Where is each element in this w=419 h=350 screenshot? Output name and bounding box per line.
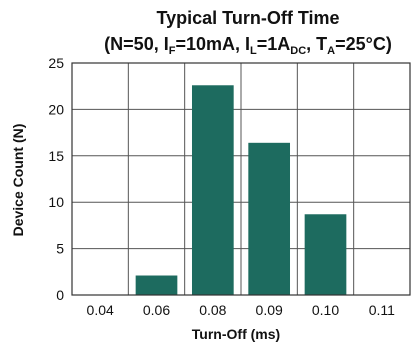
y-tick-label: 20	[48, 101, 64, 117]
bar-0.08	[191, 85, 234, 295]
bar-0.06	[135, 275, 178, 295]
plot-border	[71, 62, 411, 296]
y-tick-label: 0	[56, 287, 64, 303]
subtitle-subscript: DC	[290, 45, 306, 57]
grid-layer	[72, 63, 410, 295]
subtitle-text: =10mA, I	[175, 34, 250, 54]
bars-layer	[135, 85, 347, 295]
x-tick-label: 0.09	[256, 302, 283, 318]
bar-0.10	[304, 214, 347, 295]
subtitle-subscript: L	[250, 45, 257, 57]
subtitle-text: =25°C)	[335, 34, 392, 54]
subtitle-text: =1A	[257, 34, 291, 54]
subtitle-text: (N=50, I	[104, 34, 169, 54]
subtitle-subscript: A	[327, 45, 335, 57]
x-tick-label: 0.11	[369, 302, 395, 318]
y-tick-label: 25	[48, 55, 64, 71]
x-tick-label: 0.06	[143, 302, 170, 318]
y-tick-label: 10	[48, 194, 64, 210]
y-tick-labels: 0 5 10 15 20 25	[48, 55, 64, 303]
x-tick-labels: 0.04 0.06 0.08 0.09 0.10 0.11	[87, 302, 396, 318]
y-tick-label: 15	[48, 148, 64, 164]
x-tick-label: 0.08	[199, 302, 226, 318]
x-tick-label: 0.10	[312, 302, 339, 318]
plot-frame	[71, 62, 411, 296]
chart-title: Typical Turn-Off Time	[156, 8, 339, 28]
chart-subtitle: (N=50, IF=10mA, IL=1ADC, TA=25°C)	[104, 34, 392, 57]
subtitle-text: , T	[306, 34, 327, 54]
y-tick-label: 5	[56, 241, 64, 257]
subtitle-subscript: F	[169, 45, 176, 57]
y-axis-label: Device Count (N)	[10, 124, 26, 237]
x-tick-label: 0.04	[87, 302, 114, 318]
x-axis-label: Turn-Off (ms)	[192, 326, 280, 342]
bar-0.09	[248, 142, 291, 295]
